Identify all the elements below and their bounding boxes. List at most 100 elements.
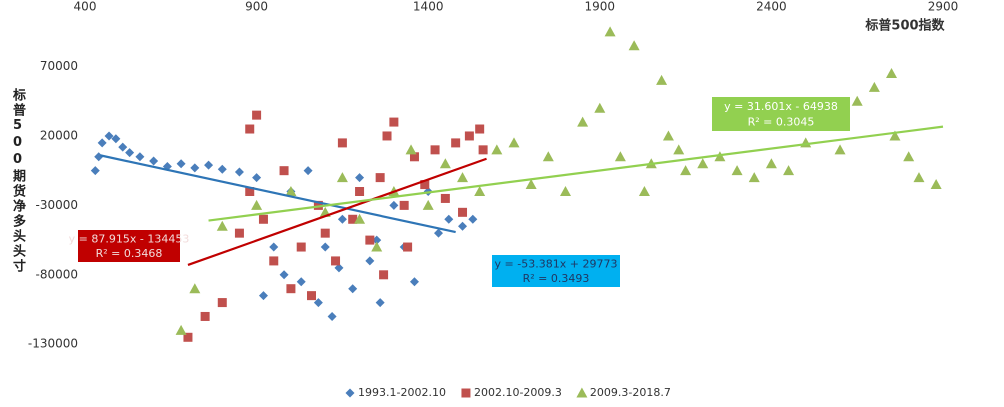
point bbox=[258, 291, 268, 301]
point bbox=[176, 159, 186, 169]
point bbox=[371, 241, 383, 252]
point bbox=[217, 164, 227, 174]
x-tick-label: 2400 bbox=[756, 0, 787, 14]
point bbox=[433, 228, 443, 238]
legend-label: 1993.1-2002.10 bbox=[358, 386, 446, 399]
point bbox=[365, 256, 375, 266]
point bbox=[149, 156, 159, 166]
trendline bbox=[187, 157, 487, 267]
y-tick-label: 20000 bbox=[40, 128, 78, 142]
point bbox=[245, 187, 255, 196]
point bbox=[355, 187, 365, 196]
point bbox=[403, 242, 413, 252]
point bbox=[399, 200, 409, 210]
point bbox=[327, 311, 337, 321]
point bbox=[204, 160, 214, 170]
point bbox=[409, 152, 419, 162]
point bbox=[508, 137, 520, 148]
point bbox=[320, 242, 330, 252]
point bbox=[464, 131, 474, 141]
point bbox=[628, 40, 640, 51]
point bbox=[313, 298, 323, 308]
y-tick-label: -30000 bbox=[35, 198, 78, 212]
point bbox=[365, 235, 375, 245]
point bbox=[409, 277, 419, 287]
point bbox=[559, 186, 571, 196]
point bbox=[422, 199, 434, 210]
point bbox=[279, 270, 289, 280]
point bbox=[337, 214, 347, 224]
y-tick-label: 70000 bbox=[40, 59, 78, 73]
point bbox=[886, 67, 898, 78]
y-tick-label: -130000 bbox=[28, 337, 78, 351]
point bbox=[190, 163, 200, 173]
point bbox=[135, 152, 145, 162]
point bbox=[251, 199, 263, 210]
x-tick-label: 400 bbox=[74, 0, 97, 14]
point bbox=[697, 158, 709, 169]
point bbox=[474, 186, 486, 196]
annotation-box bbox=[78, 230, 180, 262]
point bbox=[118, 142, 128, 152]
point bbox=[478, 145, 488, 155]
point bbox=[269, 242, 279, 252]
annotation-r2: R² = 0.3045 bbox=[748, 116, 815, 129]
x-axis-label: 标普500指数 bbox=[864, 18, 945, 34]
annotation-box bbox=[492, 255, 620, 287]
x-tick-label: 2900 bbox=[928, 0, 959, 14]
point bbox=[458, 221, 468, 231]
point bbox=[748, 172, 760, 183]
legend-marker bbox=[461, 388, 471, 398]
point bbox=[125, 148, 135, 158]
legend-marker bbox=[345, 388, 355, 398]
point bbox=[525, 179, 537, 190]
point bbox=[285, 186, 297, 196]
point bbox=[930, 179, 942, 190]
point bbox=[475, 124, 485, 134]
point bbox=[673, 144, 685, 155]
point bbox=[379, 270, 389, 280]
trendline bbox=[100, 154, 456, 234]
point bbox=[97, 138, 107, 148]
annotation-equation: y = 87.915x - 134453 bbox=[69, 233, 190, 246]
point bbox=[337, 138, 347, 148]
point bbox=[90, 166, 100, 176]
point bbox=[389, 117, 399, 127]
point bbox=[269, 256, 279, 266]
point bbox=[468, 214, 478, 224]
point bbox=[296, 242, 306, 252]
point bbox=[457, 172, 469, 183]
point bbox=[217, 298, 227, 308]
trendline bbox=[208, 125, 944, 222]
point bbox=[889, 130, 901, 141]
point bbox=[783, 165, 795, 176]
point bbox=[183, 332, 193, 342]
point bbox=[594, 102, 606, 113]
point bbox=[375, 298, 385, 308]
point bbox=[662, 130, 674, 141]
point bbox=[334, 263, 344, 273]
point bbox=[731, 165, 743, 176]
x-tick-label: 1900 bbox=[585, 0, 616, 14]
point bbox=[656, 74, 668, 85]
y-axis-label: 标普500期货净多头头寸 bbox=[10, 88, 25, 274]
point bbox=[638, 186, 650, 196]
point bbox=[336, 172, 348, 183]
legend-label: 2009.3-2018.7 bbox=[590, 386, 671, 399]
point bbox=[680, 165, 692, 176]
point bbox=[258, 214, 268, 224]
annotation-equation: y = 31.601x - 64938 bbox=[724, 100, 838, 113]
annotation-r2: R² = 0.3493 bbox=[523, 272, 590, 285]
point bbox=[200, 311, 210, 321]
point bbox=[216, 220, 228, 231]
point bbox=[303, 166, 313, 176]
point bbox=[382, 131, 392, 141]
point bbox=[542, 151, 554, 162]
point bbox=[834, 144, 846, 155]
point bbox=[405, 144, 417, 155]
point bbox=[604, 26, 616, 37]
point bbox=[354, 213, 366, 224]
point bbox=[614, 151, 626, 162]
